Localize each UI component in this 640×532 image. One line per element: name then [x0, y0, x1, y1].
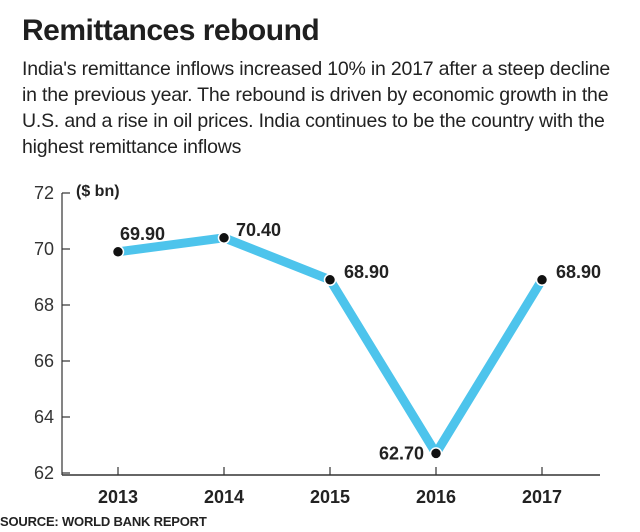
chart-title: Remittances rebound [22, 14, 320, 47]
x-tick-label: 2017 [522, 487, 562, 507]
x-tick-label: 2013 [98, 487, 138, 507]
y-tick-label: 66 [34, 351, 54, 371]
y-tick-label: 68 [34, 295, 54, 315]
data-point [323, 273, 337, 287]
data-point [217, 231, 231, 245]
x-tick-label: 2015 [310, 487, 350, 507]
y-tick-label: 72 [34, 183, 54, 203]
data-point [429, 447, 443, 460]
x-tick-label: 2014 [204, 487, 244, 507]
y-tick-label: 70 [34, 239, 54, 259]
source-note: SOURCE: WORLD BANK REPORT [0, 514, 207, 529]
data-label: 62.70 [379, 443, 424, 463]
data-point [111, 245, 125, 259]
data-label: 70.40 [236, 220, 281, 240]
y-tick-label: 62 [34, 463, 54, 483]
series-line [113, 233, 547, 458]
data-label: 68.90 [556, 262, 601, 282]
line-chart: 62 64 66 68 70 72 ($ bn) 2013 2014 2015 2016 2017 69… [34, 183, 601, 507]
unit-label: ($ bn) [76, 183, 120, 200]
data-point [535, 273, 549, 287]
y-tick-label: 64 [34, 407, 54, 427]
x-tick-label: 2016 [416, 487, 456, 507]
data-label: 68.90 [344, 262, 389, 282]
chart-subtitle: India's remittance inflows increased 10%… [22, 58, 611, 158]
data-label: 69.90 [120, 224, 165, 244]
